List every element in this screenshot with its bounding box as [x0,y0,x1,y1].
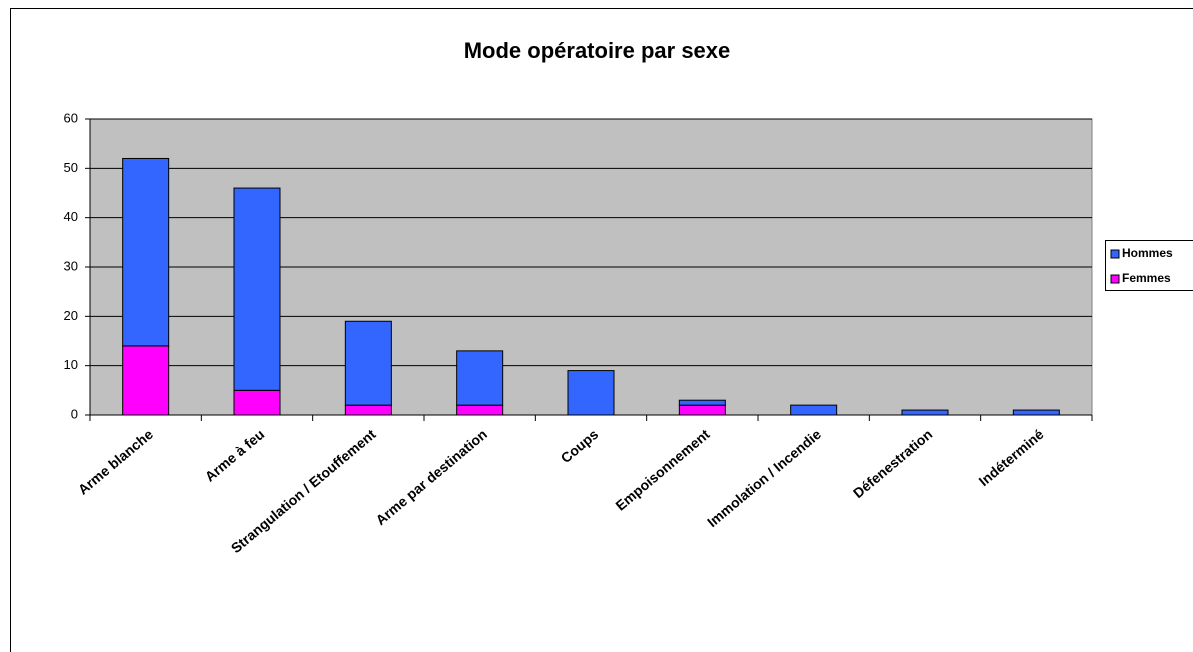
y-tick-label: 50 [64,160,78,175]
bar-segment [233,187,281,391]
legend-label: Femmes [1122,271,1171,285]
y-tick-label: 30 [64,258,78,273]
bar-segment [122,345,170,416]
bar-segment [233,389,281,416]
bar-segment [1012,409,1060,416]
y-tick-label: 60 [64,110,78,125]
y-tick-label: 0 [71,406,78,421]
bar-segment [790,404,838,416]
bar-segment [901,409,949,416]
bar-segment [456,350,504,406]
bar-segment [344,404,392,416]
y-tick-label: 40 [64,209,78,224]
bar-segment [567,370,615,416]
legend-swatch [1110,249,1120,259]
bar-segment [344,320,392,406]
bar-segment [456,404,504,416]
legend-label: Hommes [1122,246,1173,260]
bar-segment [678,404,726,416]
legend-box [1105,240,1193,291]
y-tick-label: 20 [64,308,78,323]
bar-segment [678,399,726,406]
chart-title: Mode opératoire par sexe [464,38,731,63]
bar-segment [122,157,170,347]
legend-swatch [1110,274,1120,284]
y-tick-label: 10 [64,357,78,372]
